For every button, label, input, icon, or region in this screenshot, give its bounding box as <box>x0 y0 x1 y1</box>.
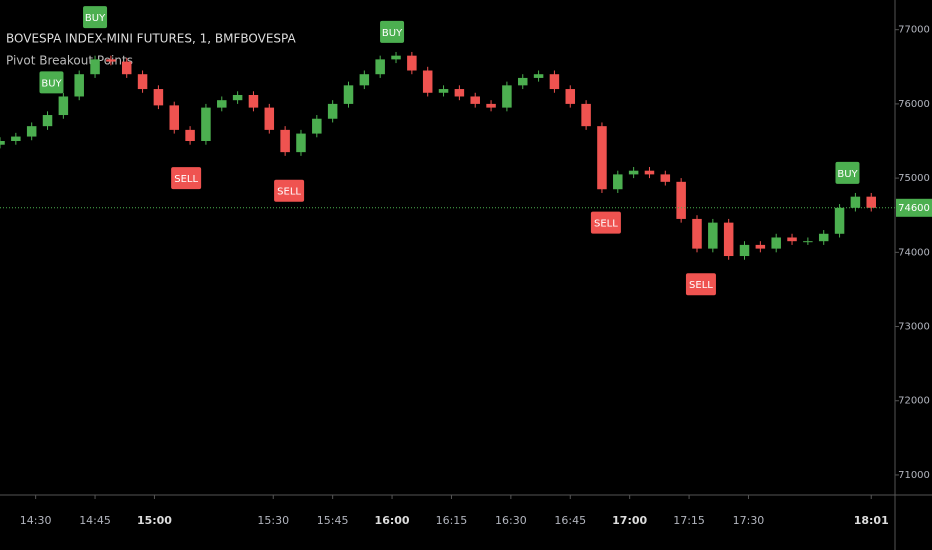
candle-body <box>787 237 797 242</box>
candle-body <box>834 207 845 234</box>
y-tick-label: 75000 <box>898 173 930 184</box>
candle-body <box>581 103 591 127</box>
signal-marker <box>835 161 860 184</box>
candle-body <box>0 141 5 145</box>
candle-body <box>42 115 53 127</box>
y-tick-label: 72000 <box>898 396 930 407</box>
y-tick-label: 73000 <box>898 322 930 333</box>
x-tick-label: 17:00 <box>612 514 647 527</box>
signal-marker <box>39 71 64 94</box>
candle-body <box>470 96 480 104</box>
signal-label: SELL <box>594 219 618 230</box>
candle-body <box>723 222 734 257</box>
candle-body <box>422 70 433 93</box>
candle-body <box>169 105 179 130</box>
x-tick-label: 16:45 <box>554 514 586 527</box>
candle-body <box>613 174 623 190</box>
signal-marker <box>83 6 108 29</box>
signal-label: BUY <box>382 28 403 39</box>
y-tick-label: 74000 <box>898 247 930 258</box>
candle-body <box>739 244 750 257</box>
signal-marker <box>274 179 305 202</box>
candle-body <box>343 85 354 104</box>
candle-body <box>818 233 829 242</box>
last-price-box <box>896 198 932 217</box>
candle-body <box>11 136 21 142</box>
candle-body <box>232 94 243 101</box>
candle-body <box>121 61 132 75</box>
chart-title: BOVESPA INDEX-MINI FUTURES, 1, BMFBOVESP… <box>6 32 297 46</box>
candle-body <box>660 174 671 182</box>
signal-label: BUY <box>837 169 858 180</box>
signal-label: SELL <box>174 174 198 185</box>
candle-body <box>58 96 69 116</box>
candle-body <box>153 89 164 106</box>
x-tick-label: 17:15 <box>673 514 705 527</box>
x-tick-label: 15:00 <box>137 514 172 527</box>
candle-body <box>533 74 544 78</box>
signal-label: BUY <box>85 13 106 24</box>
candle-body <box>771 237 781 249</box>
signal-label: BUY <box>41 78 62 89</box>
candle-body <box>74 74 84 97</box>
candle-body <box>866 196 876 208</box>
candle-body <box>391 55 401 60</box>
candle-body <box>549 74 560 90</box>
candle-body <box>486 103 496 108</box>
x-tick-label: 18:01 <box>854 514 889 527</box>
y-tick-label: 71000 <box>898 470 930 481</box>
y-tick-label: 76000 <box>898 99 930 110</box>
signal-label: SELL <box>689 280 713 291</box>
candle-body <box>90 59 100 75</box>
candle-body <box>106 59 116 62</box>
signal-marker <box>685 273 716 296</box>
candle-body <box>644 170 655 175</box>
y-tick-label: 77000 <box>898 25 930 36</box>
candle-body <box>708 222 718 249</box>
candle-body <box>755 244 766 249</box>
candle-body <box>517 77 528 86</box>
x-tick-label: 16:15 <box>436 514 468 527</box>
candle-body <box>296 133 306 153</box>
x-tick-label: 16:30 <box>495 514 527 527</box>
candle-body <box>692 218 702 249</box>
x-tick-label: 17:30 <box>733 514 765 527</box>
candle-body <box>850 196 861 208</box>
indicator-name: Pivot Breakout Points <box>6 54 133 68</box>
candle-body <box>502 85 512 108</box>
candle-body <box>201 107 211 142</box>
candle-body <box>676 181 686 219</box>
candle-body <box>407 55 417 71</box>
candle-body <box>185 129 195 142</box>
x-tick-label: 16:00 <box>375 514 410 527</box>
candle-body <box>280 129 290 153</box>
candle-body <box>628 170 639 175</box>
x-tick-label: 14:45 <box>79 514 111 527</box>
x-tick-label: 15:30 <box>257 514 289 527</box>
candle-body <box>137 74 148 90</box>
x-tick-label: 15:45 <box>317 514 349 527</box>
candle-body <box>312 118 322 134</box>
candle-body <box>803 241 813 243</box>
candle-body <box>327 103 338 119</box>
last-price-label: 74600 <box>898 203 930 214</box>
candle-body <box>597 126 607 190</box>
candle-body <box>359 74 370 86</box>
candle-body <box>565 89 576 104</box>
signal-marker <box>380 20 405 43</box>
candle-body <box>438 89 449 93</box>
candle-body <box>454 89 465 97</box>
candle-body <box>264 107 275 130</box>
candle-body <box>217 100 227 108</box>
signal-marker <box>590 211 621 234</box>
signal-marker <box>171 167 202 190</box>
signal-label: SELL <box>277 187 301 198</box>
candle-body <box>248 94 259 108</box>
candle-body <box>375 59 385 75</box>
x-tick-label: 14:30 <box>20 514 52 527</box>
candle-body <box>26 126 37 137</box>
